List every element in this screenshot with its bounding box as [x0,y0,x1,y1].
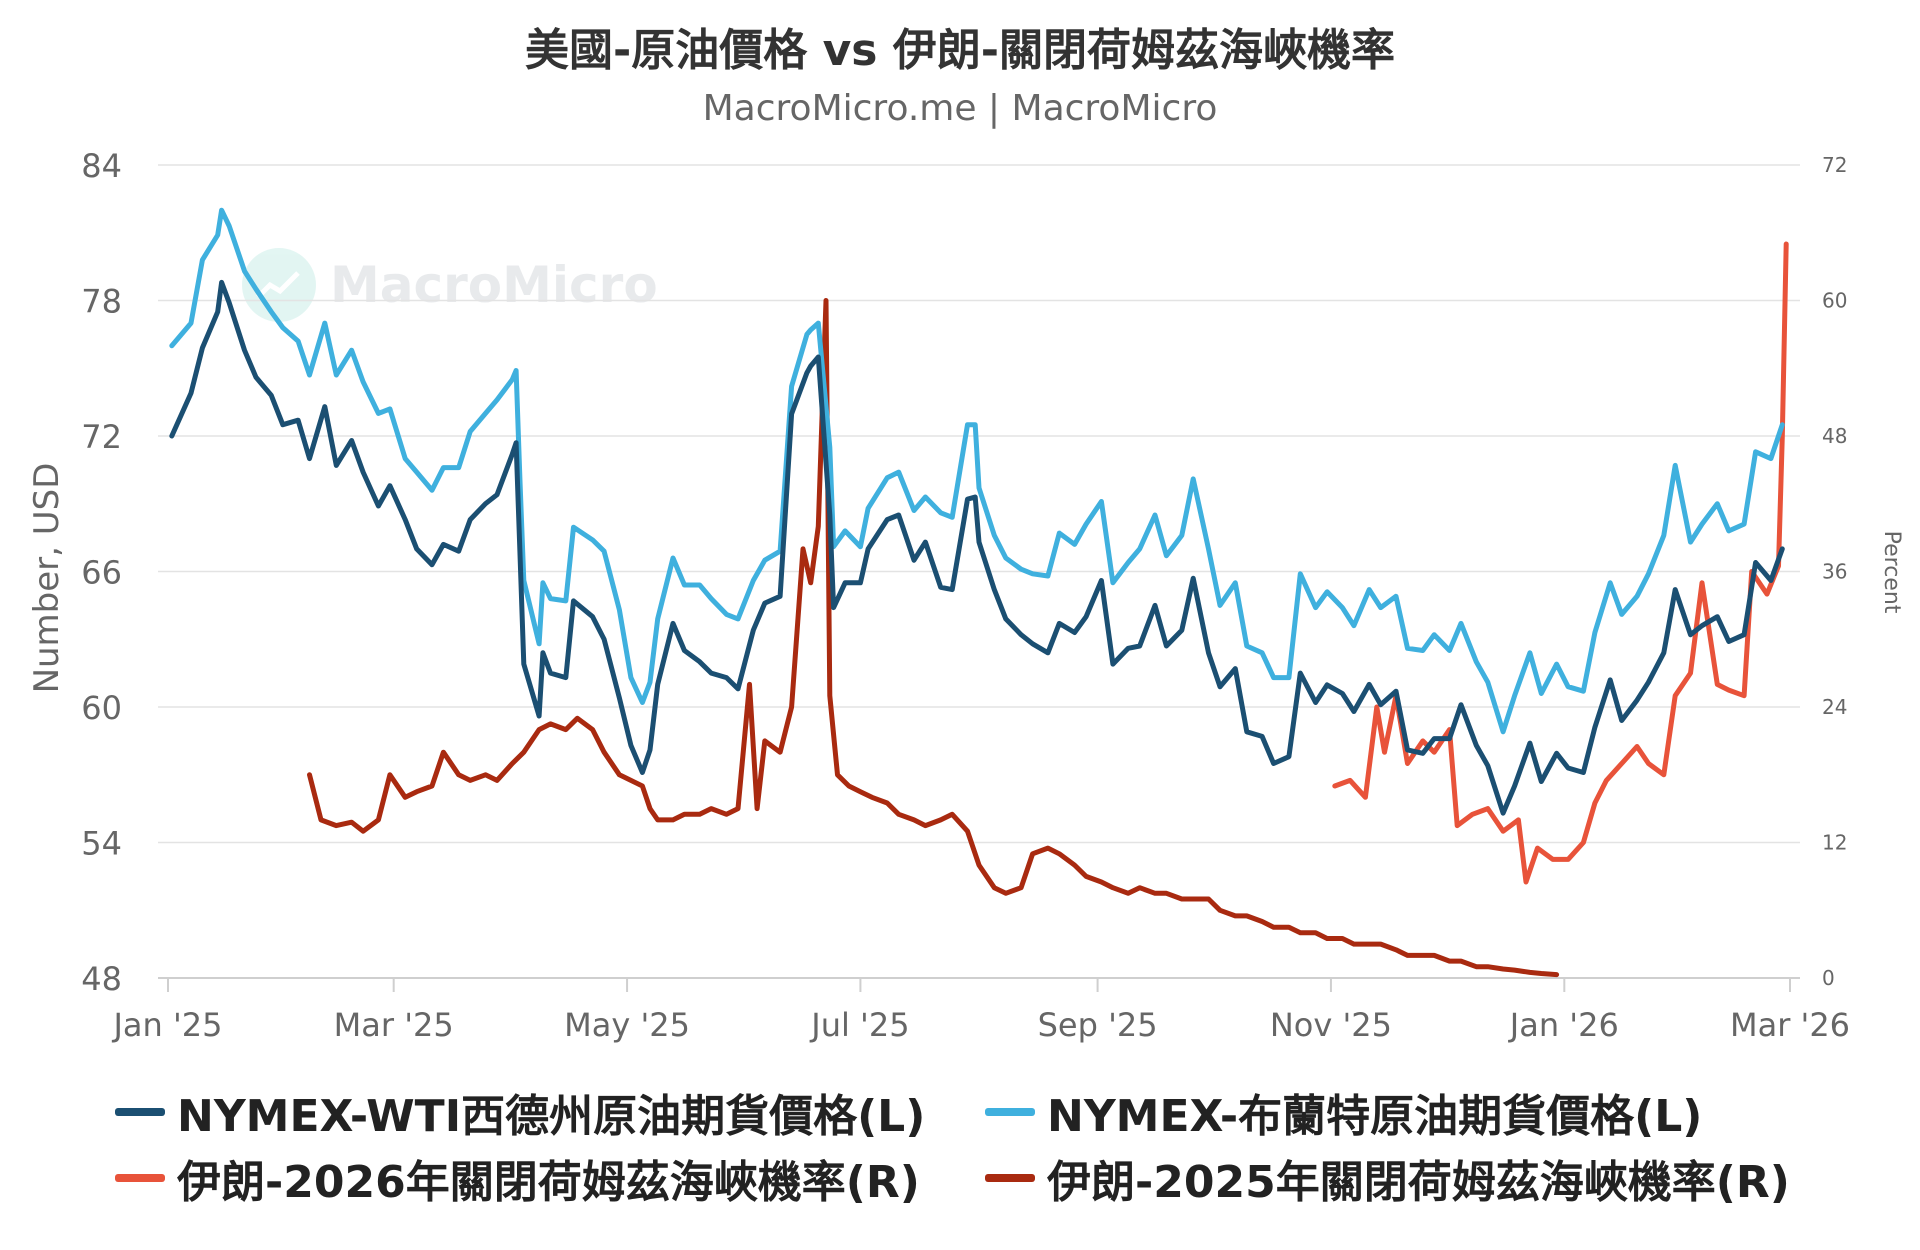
legend-label: NYMEX-WTI西德州原油期貨價格(L) [177,1091,926,1142]
series-line-2 [169,207,1785,735]
x-axis-tick-label: Mar '25 [334,1006,454,1044]
right-axis-tick-label: 36 [1822,560,1847,584]
left-axis-tick-label: 78 [81,283,122,321]
x-axis-tick-label: Jan '25 [111,1006,222,1044]
legend-swatch [115,1108,165,1116]
legend-label: NYMEX-布蘭特原油期貨價格(L) [1047,1091,1703,1142]
legend-item-3[interactable]: 伊朗-2026年關閉荷姆茲海峽機率(R) [115,1148,920,1208]
left-axis-tick-label: 48 [81,960,122,998]
chart-subtitle: MacroMicro.me | MacroMicro [702,88,1218,129]
left-axis-tick-label: 72 [81,418,122,456]
legend-item-4[interactable]: 伊朗-2025年關閉荷姆茲海峽機率(R) [985,1148,1790,1208]
left-axis-ticks: 48 54 60 66 72 78 84 [81,147,122,998]
legend-swatch [115,1174,165,1182]
left-axis-label: Number, USD [27,463,67,694]
right-axis-tick-label: 48 [1822,424,1847,448]
right-axis-tick-label: 24 [1822,695,1847,719]
right-axis-tick-label: 60 [1822,289,1847,313]
left-axis-tick-label: 84 [81,147,122,185]
left-axis-tick-label: 54 [81,825,122,863]
watermark-text: MacroMicro [330,256,658,314]
x-axis-tick-label: May '25 [564,1006,690,1044]
right-axis-tick-label: 12 [1822,831,1847,855]
x-axis-tick-label: Jan '26 [1508,1006,1619,1044]
grid-lines [158,164,1800,844]
series-lines [169,207,1789,978]
left-axis-tick-label: 66 [81,554,122,592]
legend-label: 伊朗-2026年關閉荷姆茲海峽機率(R) [177,1157,920,1208]
x-axis: Jan '25 Mar '25 May '25 Jul '25 Sep '25 Nov '… [111,977,1850,1044]
x-axis-tick-label: Jul '25 [809,1006,909,1044]
right-axis-ticks: 0 12 24 36 48 60 72 [1822,153,1847,990]
left-axis-tick-label: 60 [81,689,122,727]
line-chart: 48 54 60 66 72 78 84 0 12 24 36 48 60 72 Jan '25 Mar … [27,147,1904,1044]
x-axis-tick-label: Sep '25 [1038,1006,1158,1044]
right-axis-tick-label: 0 [1822,966,1835,990]
macromicro-watermark: MacroMicro [242,248,658,322]
series-line-4 [307,298,1560,978]
right-axis-label: Percent [1879,531,1904,614]
series-line-3 [1332,241,1789,885]
x-axis-tick-label: Mar '26 [1730,1006,1850,1044]
right-axis-tick-label: 72 [1822,153,1847,177]
series-line-1 [169,279,1785,816]
legend-item-1[interactable]: NYMEX-WTI西德州原油期貨價格(L) [115,1082,925,1142]
x-axis-tick-label: Nov '25 [1270,1006,1392,1044]
legend-item-2[interactable]: NYMEX-布蘭特原油期貨價格(L) [985,1082,1702,1142]
legend-swatch [985,1174,1035,1182]
legend-label: 伊朗-2025年關閉荷姆茲海峽機率(R) [1047,1157,1790,1208]
chart-title: 美國-原油價格 vs 伊朗-關閉荷姆茲海峽機率 [524,25,1396,76]
legend-swatch [985,1108,1035,1116]
